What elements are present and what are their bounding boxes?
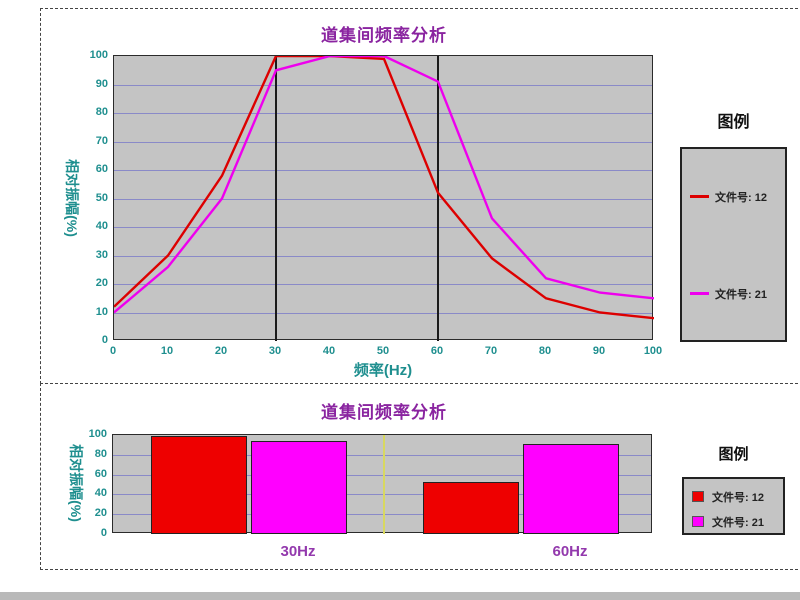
frequency-marker-line: [275, 56, 277, 341]
gridline: [114, 312, 652, 314]
y-tick-label: 100: [88, 428, 107, 440]
y-tick-label: 0: [101, 334, 108, 346]
gridline: [114, 227, 652, 228]
bar-chart-plot-area: [112, 434, 652, 534]
y-tick-label: 70: [95, 134, 108, 147]
bar-30Hz-series-1: [151, 435, 247, 534]
bar-chart-legend-box: 文件号: 12 文件号: 21: [682, 477, 785, 535]
gridline: [113, 474, 651, 476]
gridline: [114, 170, 652, 171]
bar-chart-title: 道集间频率分析: [321, 403, 447, 422]
category-label: 30Hz: [280, 543, 316, 560]
line-chart-x-axis-title: 频率(Hz): [353, 362, 413, 379]
gridline: [114, 141, 652, 143]
legend-entry: 文件号: 12: [684, 489, 783, 505]
bar-60Hz-series-2: [523, 443, 619, 534]
category-label: 60Hz: [552, 543, 588, 560]
bar-chart-panel: 道集间频率分析: [40, 383, 800, 570]
center-marker-line: [383, 435, 385, 534]
y-tick-label: 50: [95, 191, 108, 204]
y-tick-label: 10: [95, 305, 108, 318]
gridline: [114, 84, 652, 86]
y-tick-label: 80: [95, 106, 108, 118]
legend-entry-label: 文件号: 21: [715, 289, 767, 301]
line-chart-legend-box: 文件号: 12 文件号: 21: [680, 147, 787, 342]
legend-entry: 文件号: 21: [682, 286, 785, 302]
legend-entry-label: 文件号: 21: [712, 517, 764, 529]
x-tick-label: 0: [109, 345, 117, 357]
line-chart-plot-area: [113, 55, 654, 341]
bar-60Hz-series-1: [423, 481, 519, 534]
x-tick-label: 70: [484, 345, 498, 357]
legend-entry: 文件号: 21: [684, 514, 783, 530]
y-tick-label: 60: [94, 467, 107, 480]
x-tick-label: 90: [592, 345, 606, 357]
legend-entry-label: 文件号: 12: [715, 192, 767, 204]
line-chart-panel: 道集间频率分析: [40, 8, 800, 384]
y-tick-label: 30: [95, 248, 108, 261]
x-tick-label: 30: [268, 345, 282, 357]
gridline: [113, 514, 651, 516]
x-tick-label: 10: [160, 345, 174, 357]
y-tick-label: 100: [89, 49, 108, 61]
y-tick-label: 40: [94, 487, 107, 500]
y-tick-label: 80: [94, 447, 107, 460]
bar-chart-legend-title: 图例: [718, 446, 749, 463]
y-tick-label: 0: [100, 527, 107, 539]
gridline: [114, 198, 652, 200]
bar-30Hz-series-2: [251, 440, 347, 534]
line-chart-legend-title: 图例: [717, 114, 750, 131]
line-series-layer: [114, 56, 654, 320]
x-tick-label: 80: [538, 345, 552, 357]
magenta-square-swatch-icon: [692, 516, 704, 527]
series-line-1: [114, 56, 654, 320]
window-bottom-strip: [0, 592, 800, 600]
gridline: [113, 494, 651, 496]
line-chart-title: 道集间频率分析: [321, 26, 447, 45]
red-square-swatch-icon: [692, 491, 704, 502]
gridline: [113, 454, 651, 456]
y-tick-label: 40: [95, 220, 108, 232]
y-tick-label: 20: [95, 277, 108, 289]
gridline: [114, 113, 652, 114]
magenta-line-swatch-icon: [690, 292, 709, 295]
gridline: [114, 284, 652, 285]
x-tick-label: 50: [376, 345, 390, 357]
legend-entry-label: 文件号: 12: [712, 492, 764, 504]
series-line-2: [114, 56, 654, 314]
y-tick-label: 20: [94, 507, 107, 520]
red-line-swatch-icon: [690, 195, 709, 198]
x-tick-label: 100: [643, 345, 663, 357]
frequency-marker-line: [437, 56, 439, 341]
legend-entry: 文件号: 12: [682, 189, 785, 205]
x-tick-label: 60: [430, 345, 444, 357]
x-tick-label: 40: [322, 345, 336, 357]
gridline: [114, 255, 652, 257]
x-tick-label: 20: [214, 345, 228, 357]
y-tick-label: 90: [95, 77, 108, 90]
y-tick-label: 60: [95, 163, 108, 175]
